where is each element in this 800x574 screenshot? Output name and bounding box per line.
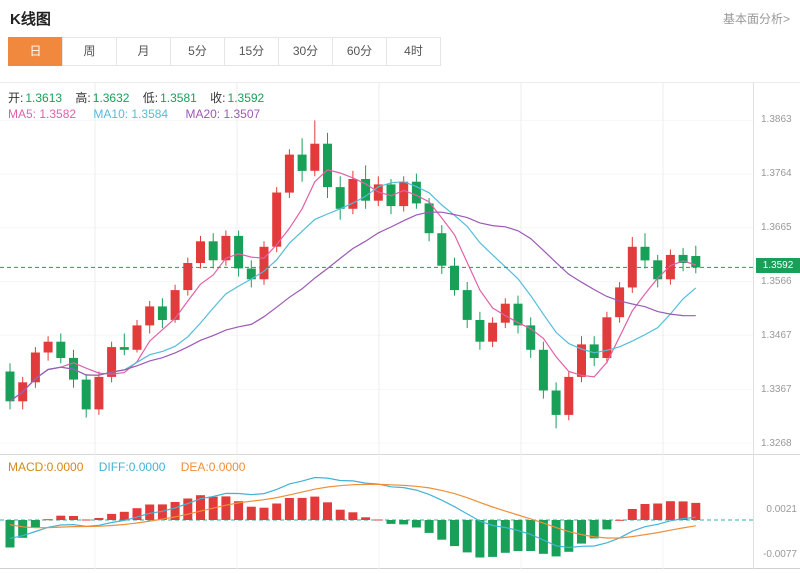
ma5-value: MA5: 1.3582 — [8, 107, 77, 121]
high-value: 1.3632 — [92, 91, 130, 105]
macd-panel: MACD:0.0000 DIFF:0.0000 DEA:0.0000 0.002… — [0, 455, 800, 569]
tab-30min[interactable]: 30分 — [278, 37, 333, 66]
tab-4hour[interactable]: 4时 — [386, 37, 441, 66]
tab-5min[interactable]: 5分 — [170, 37, 225, 66]
macd-chart[interactable] — [0, 455, 754, 569]
price-axis: 1.3863 1.3764 1.3665 1.3566 1.3467 1.336… — [756, 114, 800, 449]
close-label: 收: — [210, 91, 226, 105]
ma10-value: MA10: 1.3584 — [93, 107, 169, 121]
price-tick: 1.3863 — [761, 114, 792, 125]
high-label: 高: — [75, 91, 91, 105]
price-tick: 1.3367 — [761, 384, 792, 395]
ma20-value: MA20: 1.3507 — [185, 107, 261, 121]
tab-week[interactable]: 周 — [62, 37, 117, 66]
tab-60min[interactable]: 60分 — [332, 37, 387, 66]
tab-15min[interactable]: 15分 — [224, 37, 279, 66]
ohlc-info: 开: 1.3613 高: 1.3632 低: 1.3581 收: 1.3592 — [8, 89, 274, 106]
price-tick: 1.3764 — [761, 168, 792, 179]
candlestick-chart[interactable] — [0, 83, 754, 455]
low-label: 低: — [142, 91, 159, 105]
header: K线图 基本面分析> — [0, 0, 800, 29]
price-tick: 1.3665 — [761, 222, 792, 233]
current-price-badge: 1.3592 — [756, 258, 800, 273]
low-value: 1.3581 — [160, 91, 197, 105]
open-value: 1.3613 — [25, 91, 63, 105]
period-tabs: 日 周 月 5分 15分 30分 60分 4时 — [0, 37, 800, 83]
price-tick: 1.3566 — [761, 276, 792, 287]
main-chart-panel: 开: 1.3613 高: 1.3632 低: 1.3581 收: 1.3592 MA5:… — [0, 83, 800, 455]
diff-value: DIFF:0.0000 — [98, 460, 166, 474]
macd-tick-upper: 0.0021 — [766, 504, 797, 515]
macd-tick-lower: -0.0077 — [763, 549, 797, 560]
page-title: K线图 — [10, 11, 51, 28]
open-label: 开: — [8, 91, 24, 105]
tab-month[interactable]: 月 — [116, 37, 171, 66]
ma-info: MA5: 1.3582 MA10: 1.3584 MA20: 1.3507 — [8, 107, 274, 121]
tab-day[interactable]: 日 — [8, 37, 63, 66]
price-tick: 1.3268 — [761, 438, 792, 449]
close-value: 1.3592 — [227, 91, 265, 105]
price-tick: 1.3467 — [761, 330, 792, 341]
macd-value: MACD:0.0000 — [8, 460, 84, 474]
dea-value: DEA:0.0000 — [180, 460, 246, 474]
macd-info: MACD:0.0000 DIFF:0.0000 DEA:0.0000 — [8, 460, 257, 474]
fundamental-analysis-link[interactable]: 基本面分析> — [722, 12, 790, 26]
